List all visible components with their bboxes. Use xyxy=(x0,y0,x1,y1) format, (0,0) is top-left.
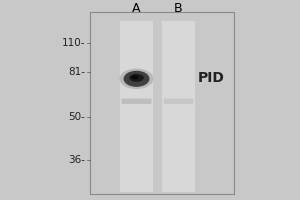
Bar xyxy=(90,12,234,194)
Ellipse shape xyxy=(129,74,144,82)
Text: PID: PID xyxy=(198,71,225,85)
Text: A: A xyxy=(132,2,141,15)
Ellipse shape xyxy=(132,75,138,79)
Text: 36-: 36- xyxy=(68,155,86,165)
FancyBboxPatch shape xyxy=(164,99,194,104)
Text: 50-: 50- xyxy=(69,112,86,122)
Bar xyxy=(162,21,195,192)
Ellipse shape xyxy=(124,71,149,87)
FancyBboxPatch shape xyxy=(122,99,152,104)
Text: B: B xyxy=(174,2,183,15)
Text: 110-: 110- xyxy=(62,38,85,48)
Ellipse shape xyxy=(120,69,153,89)
Text: 81-: 81- xyxy=(68,67,86,77)
Bar xyxy=(120,21,153,192)
